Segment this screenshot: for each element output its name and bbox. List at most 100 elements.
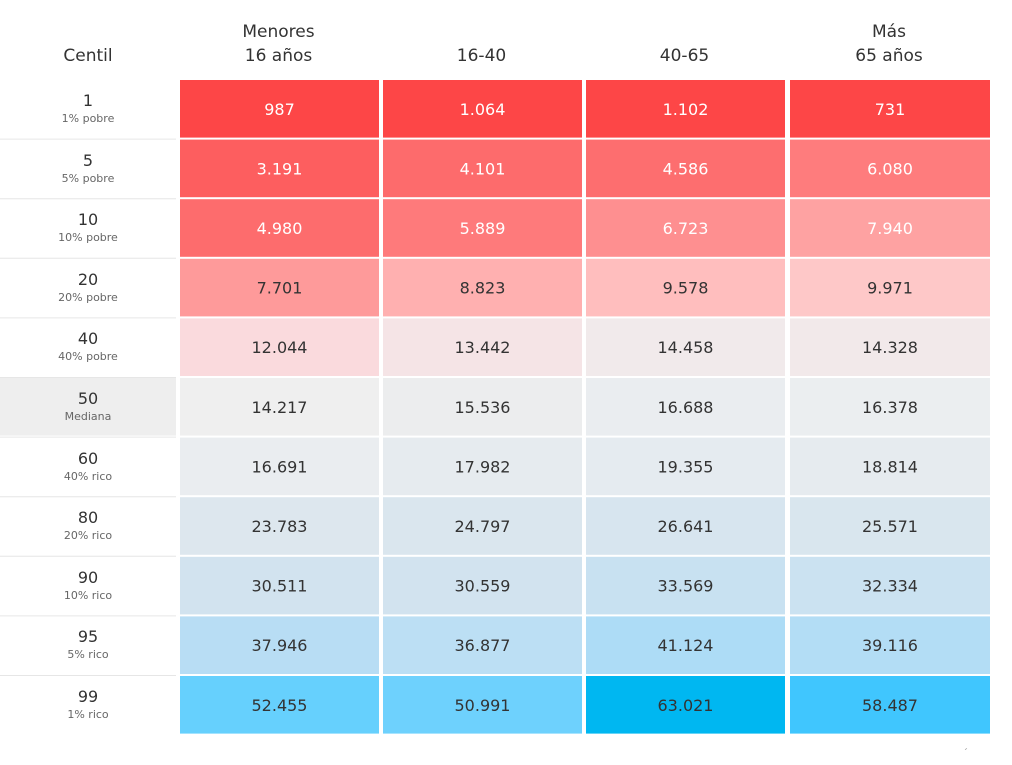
centil-description: 20% rico: [63, 529, 113, 543]
centil-description: Mediana: [64, 410, 112, 423]
cell-value: 39.116: [862, 636, 918, 655]
heatmap-cell: [586, 139, 785, 198]
cell-value: 987: [264, 100, 295, 119]
row-label: 95 5% rico: [0, 627, 176, 663]
centil-number: 60: [77, 448, 99, 468]
column-header-over65: Más 65 años: [788, 20, 990, 68]
heatmap-cell: [586, 378, 785, 436]
cell-value: 14.458: [658, 338, 714, 357]
heatmap-cell: [790, 437, 990, 496]
cell-value: 16.688: [658, 398, 714, 417]
heatmap-cell: [790, 318, 990, 376]
heatmap-cell: [383, 497, 582, 555]
cell-value: 7.940: [867, 219, 913, 238]
centil-number: 90: [77, 567, 99, 587]
heatmap-cell: [180, 556, 379, 615]
row-label: 90 10% rico: [0, 568, 176, 604]
cell-value: 24.797: [455, 517, 511, 536]
heatmap-cell: [790, 139, 990, 198]
row-label: 60 40% rico: [0, 449, 176, 485]
cell-value: 36.877: [455, 636, 511, 655]
cell-value: 18.814: [862, 457, 918, 476]
column-header-40-65: 40-65: [585, 20, 784, 68]
cell-value: 37.946: [252, 636, 308, 655]
centil-number: 1: [82, 91, 94, 110]
heatmap-cell: [586, 497, 785, 555]
cell-value: 23.783: [252, 517, 308, 536]
heatmap-cell: [586, 616, 785, 674]
cell-value: 6.723: [663, 219, 709, 238]
cell-value: 1.064: [460, 100, 506, 119]
cell-value: 58.487: [862, 696, 918, 715]
cell-value: 30.511: [252, 577, 308, 596]
heatmap-cell: [586, 676, 785, 734]
heatmap-cell: [790, 556, 990, 615]
heatmap-cell: [383, 556, 582, 615]
heatmap-cell: [180, 616, 379, 674]
heatmap-cell: [383, 616, 582, 674]
heatmap-cell: [586, 556, 785, 615]
column-header-line2: 16 años: [244, 46, 313, 66]
heatmap-cell: [790, 616, 990, 674]
cell-value: 50.991: [455, 696, 511, 715]
cell-value: 6.080: [867, 159, 913, 178]
centil-number: 80: [77, 508, 99, 528]
cell-value: 8.823: [460, 279, 506, 298]
centil-number: 5: [82, 150, 94, 170]
row-label: 1 1% pobre: [0, 91, 176, 127]
cell-value: 17.982: [455, 457, 511, 476]
heatmap-cell: [383, 378, 582, 436]
cell-value: 52.455: [252, 696, 308, 715]
heatmap-cell: [790, 497, 990, 555]
heatmap-cell: [180, 318, 379, 376]
row-label-background: [0, 378, 176, 436]
cell-value: 1.102: [663, 100, 709, 119]
centil-number: 50: [77, 389, 99, 408]
cell-value: 16.691: [252, 457, 308, 476]
cell-value: 14.217: [252, 398, 308, 417]
heatmap-cell: [180, 378, 379, 436]
heatmap-cell: [586, 258, 785, 317]
column-header-line2: 40-65: [659, 46, 710, 66]
heatmap-cell: [383, 258, 582, 317]
cell-value: 19.355: [658, 457, 714, 476]
cell-value: 63.021: [658, 696, 714, 715]
heatmap-cell: [180, 199, 379, 257]
cell-value: 9.971: [867, 279, 913, 298]
cell-value: 5.889: [460, 219, 506, 238]
cell-value: 4.101: [460, 159, 506, 178]
heatmap-cell: [180, 676, 379, 734]
centil-number: 40: [77, 329, 99, 349]
cell-value: 32.334: [862, 577, 918, 596]
row-label: 10 10% pobre: [0, 210, 176, 246]
row-label: 80 20% rico: [0, 508, 176, 544]
cell-value: 731: [875, 100, 906, 119]
centil-description: 20% pobre: [58, 290, 118, 304]
row-label: 20 20% pobre: [0, 270, 176, 306]
heatmap-cell: [790, 258, 990, 317]
cell-value: 26.641: [658, 517, 714, 536]
heatmap-cell: [383, 199, 582, 257]
heatmap-cell: [383, 676, 582, 734]
heatmap-cell: [586, 437, 785, 496]
row-label: 40 40% pobre: [0, 329, 176, 365]
heatmap-cell: [383, 437, 582, 496]
heatmap-cell: [790, 676, 990, 734]
centil-description: 5% pobre: [61, 171, 115, 185]
heatmap-cell: [586, 318, 785, 376]
cell-value: 9.578: [663, 279, 709, 298]
row-label: 50 Mediana: [0, 389, 176, 425]
heatmap-cell: [383, 80, 582, 138]
cell-value: 13.442: [455, 338, 511, 357]
heatmap-cell: [586, 80, 785, 138]
heatmap-cell: [180, 258, 379, 317]
heatmap-cell: [790, 378, 990, 436]
cell-value: 41.124: [658, 636, 714, 655]
cell-value: 4.980: [257, 219, 303, 238]
row-header-text: Centil: [63, 46, 113, 66]
cell-value: 7.701: [257, 279, 303, 298]
heatmap-cell: [586, 199, 785, 257]
cell-value: 30.559: [455, 577, 511, 596]
cell-value: 4.586: [663, 159, 709, 178]
